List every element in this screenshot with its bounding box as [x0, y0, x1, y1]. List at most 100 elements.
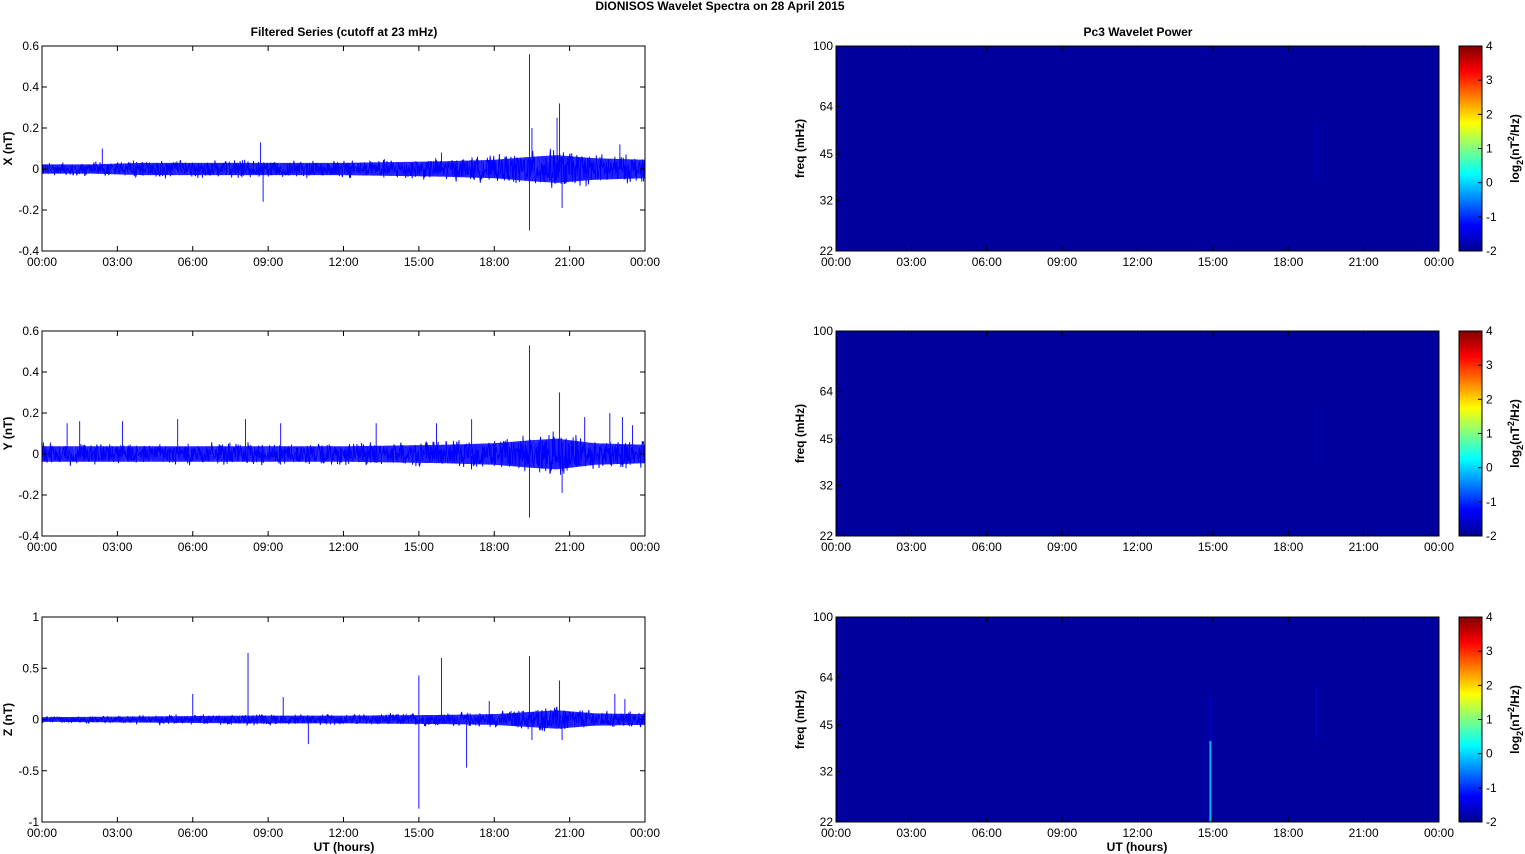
wavelet-z-ylabel: freq (mHz): [793, 690, 807, 749]
wavelet-y-colorbar-label: log2(nT2/Hz): [1506, 399, 1525, 468]
wavelet-z-ytick-label: 64: [820, 670, 834, 684]
series-z-ytick-label: -1: [28, 815, 39, 829]
series-x-ylabel: X (nT): [1, 132, 15, 166]
wavelet-power-z-panel: 22 32 45 64 100 freq (mHz) -2 -1 0 1 2 3 4 log2(nT2/H…: [793, 610, 1525, 829]
wavelet-y-xtick-label: 15:00: [1198, 540, 1228, 554]
wavelet-x-colorbar-tick-label: 1: [1486, 142, 1493, 156]
wavelet-z-ytick-label: 22: [820, 815, 834, 829]
wavelet-y-xtick-label: 03:00: [896, 540, 926, 554]
wavelet-x-colorbar-tick-label: 2: [1486, 107, 1493, 121]
series-z-ylabel: Z (nT): [1, 703, 15, 736]
series-x-xtick-label: 00:00: [27, 255, 57, 269]
wavelet-z-power-feature: [1314, 686, 1317, 742]
series-x-xtick-label: 15:00: [404, 255, 434, 269]
wavelet-z-xtick-label: 15:00: [1198, 826, 1228, 840]
wavelet-y-colorbar-tick-label: 4: [1486, 324, 1493, 338]
series-y-xtick-label: 00:00: [27, 540, 57, 554]
series-y-ytick-label: 0: [32, 447, 39, 461]
series-z-xtick-label: 00:00: [27, 826, 57, 840]
wavelet-z-colorbar-label: log2(nT2/Hz): [1506, 685, 1525, 754]
series-x-xtick-label: 21:00: [555, 255, 585, 269]
wavelet-x-ytick-label: 64: [820, 99, 834, 113]
wavelet-x-power-feature: [1314, 124, 1317, 178]
wavelet-z-xtick-label: 21:00: [1349, 826, 1379, 840]
wavelet-y-xtick-label: 00:00: [821, 540, 851, 554]
wavelet-z-xtick-label: 18:00: [1273, 826, 1303, 840]
wavelet-x-colorbar-tick-label: 0: [1486, 176, 1493, 190]
wavelet-z-power-feature: [1209, 697, 1212, 742]
series-z-ytick-label: -0.5: [18, 764, 39, 778]
wavelet-y-colorbar-tick-label: 3: [1486, 358, 1493, 372]
wavelet-z-xtick-label: 00:00: [821, 826, 851, 840]
wavelet-z-colorbar-tick-label: 3: [1486, 644, 1493, 658]
wavelet-y-xtick-label: 21:00: [1349, 540, 1379, 554]
series-x-ytick-label: 0: [32, 162, 39, 176]
wavelet-z-colorbar-tick-label: 1: [1486, 713, 1493, 727]
series-y-ytick-label: 0.6: [22, 324, 39, 338]
series-x-xtick-label: 06:00: [178, 255, 208, 269]
wavelet-x-xtick-label: 06:00: [972, 255, 1002, 269]
wavelet-z-ytick-label: 45: [820, 718, 834, 732]
series-y-ylabel: Y (nT): [1, 417, 15, 451]
filtered-series-y-panel: -0.4 -0.2 0 0.2 0.4 0.6 Y (nT): [1, 324, 646, 543]
series-y-xtick-label: 00:00: [630, 540, 660, 554]
series-y-ytick-label: -0.4: [18, 529, 39, 543]
series-y-xtick-label: 09:00: [253, 540, 283, 554]
wavelet-z-ytick-label: 32: [820, 764, 834, 778]
wavelet-z-xtick-label: 03:00: [896, 826, 926, 840]
series-z-xtick-label: 21:00: [555, 826, 585, 840]
figure-title: DIONISOS Wavelet Spectra on 28 April 201…: [595, 0, 845, 13]
wavelet-x-xtick-label: 00:00: [821, 255, 851, 269]
wavelet-z-ytick-label: 100: [813, 610, 833, 624]
wavelet-x-ylabel: freq (mHz): [793, 119, 807, 178]
wavelet-x-colorbar-tick-label: -2: [1486, 244, 1497, 258]
wavelet-y-colorbar-tick-label: -1: [1486, 495, 1497, 509]
wavelet-z-xtick-label: 06:00: [972, 826, 1002, 840]
series-x-xtick-label: 09:00: [253, 255, 283, 269]
wavelet-z-colorbar-tick-label: -1: [1486, 781, 1497, 795]
wavelet-y-colorbar-tick-label: 0: [1486, 461, 1493, 475]
wavelet-z-colorbar-tick-label: 4: [1486, 610, 1493, 624]
wavelet-y-ytick-label: 45: [820, 432, 834, 446]
wavelet-y-xtick-label: 09:00: [1047, 540, 1077, 554]
x-axis-label-right: UT (hours): [1107, 840, 1168, 854]
wavelet-y-ytick-label: 64: [820, 384, 834, 398]
series-z-xtick-label: 00:00: [630, 826, 660, 840]
series-x-ytick-label: -0.4: [18, 244, 39, 258]
wavelet-x-colorbar-tick-label: -1: [1486, 210, 1497, 224]
wavelet-z-heatmap: [836, 617, 1439, 822]
series-y-ytick-label: 0.2: [22, 406, 39, 420]
wavelet-x-colorbar-tick-label: 4: [1486, 39, 1493, 53]
wavelet-x-xtick-label: 00:00: [1424, 255, 1454, 269]
series-x-ytick-label: 0.6: [22, 39, 39, 53]
left-column-title: Filtered Series (cutoff at 23 mHz): [251, 25, 438, 39]
wavelet-z-xtick-label: 12:00: [1122, 826, 1152, 840]
wavelet-y-colorbar-tick-label: 2: [1486, 392, 1493, 406]
wavelet-x-colorbar-label: log2(nT2/Hz): [1506, 114, 1525, 183]
series-y-xtick-label: 15:00: [404, 540, 434, 554]
wavelet-y-colorbar-tick-label: 1: [1486, 427, 1493, 441]
wavelet-x-ytick-label: 22: [820, 244, 834, 258]
series-y-xtick-label: 18:00: [479, 540, 509, 554]
series-y-xtick-label: 03:00: [102, 540, 132, 554]
wavelet-y-colorbar-tick-label: -2: [1486, 529, 1497, 543]
wavelet-y-heatmap: [836, 331, 1439, 536]
series-z-xtick-label: 12:00: [328, 826, 358, 840]
wavelet-z-power-feature: [1209, 741, 1212, 822]
series-y-xtick-label: 06:00: [178, 540, 208, 554]
series-y-xtick-label: 21:00: [555, 540, 585, 554]
wavelet-x-xtick-label: 18:00: [1273, 255, 1303, 269]
filtered-series-x-panel: -0.4 -0.2 0 0.2 0.4 0.6 X (nT): [1, 39, 646, 258]
series-x-xtick-label: 12:00: [328, 255, 358, 269]
series-z-ytick-label: 0.5: [22, 661, 39, 675]
series-x-ytick-label: -0.2: [18, 203, 39, 217]
series-z-xtick-label: 18:00: [479, 826, 509, 840]
wavelet-y-ytick-label: 32: [820, 478, 834, 492]
series-y-ytick-label: -0.2: [18, 488, 39, 502]
wavelet-x-colorbar-tick-label: 3: [1486, 73, 1493, 87]
series-z-xtick-label: 06:00: [178, 826, 208, 840]
wavelet-z-xtick-label: 09:00: [1047, 826, 1077, 840]
series-y-ytick-label: 0.4: [22, 365, 39, 379]
series-z-ytick-label: 1: [32, 610, 39, 624]
